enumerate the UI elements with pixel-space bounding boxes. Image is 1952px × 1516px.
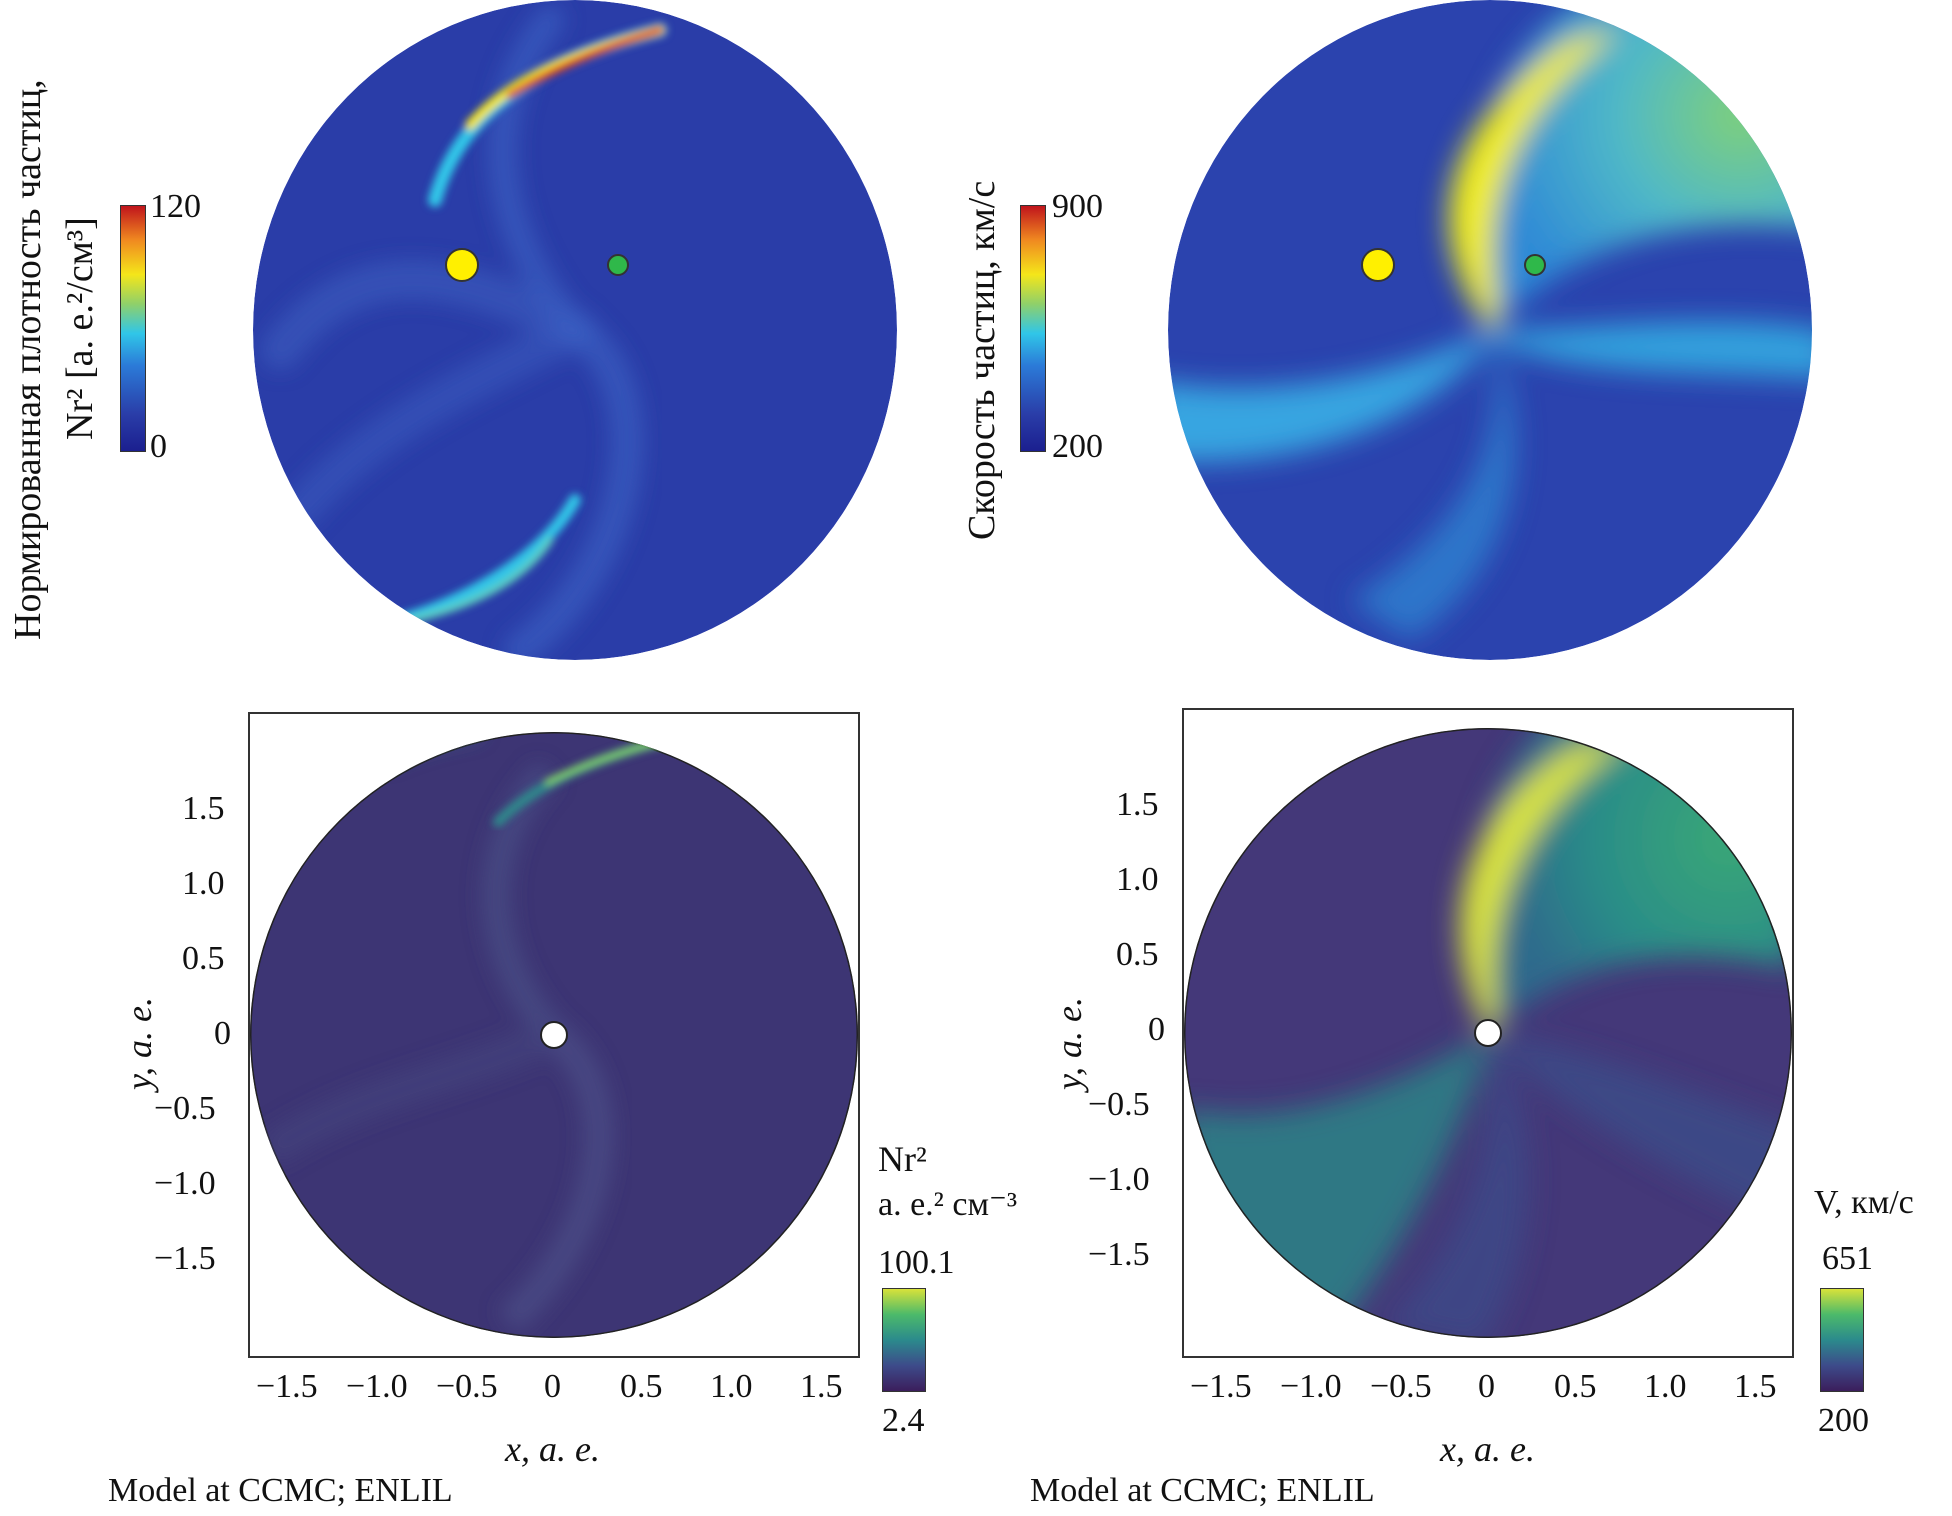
xtick-label: −0.5	[436, 1368, 498, 1405]
sun-marker-speed	[1361, 248, 1395, 282]
panel-bottom-left-density: y, а. е. 1.5 1.0 0.5 0 −	[0, 690, 1017, 1516]
earth-marker	[607, 254, 629, 276]
ylabel-y-au-right-text: y, а. е.	[1049, 997, 1089, 1090]
ytick-label: 1.0	[1116, 861, 1159, 898]
xtick-label: 0.5	[620, 1368, 663, 1405]
colorbar-density-jet	[120, 205, 146, 452]
ytick-label: 1.0	[182, 865, 225, 902]
speed-disk-top	[1168, 0, 1812, 660]
xtick-label: −1.0	[1280, 1368, 1342, 1405]
ytick-label: 1.5	[1116, 786, 1159, 823]
colorbar-nr2-title1: Nr²	[878, 1139, 927, 1179]
xtick-label: 0	[1478, 1368, 1495, 1405]
ylabel-density-line2: Nr² [а. е.²/см³]	[58, 217, 102, 440]
colorbar-speed-max: 900	[1052, 188, 1103, 225]
xtick-label: −1.0	[346, 1368, 408, 1405]
ylabel-speed: Скорость частиц, км/с	[961, 180, 1003, 540]
xlabel-x-au-right: x, а. е.	[1440, 1429, 1535, 1469]
ytick-label: −1.5	[154, 1240, 216, 1277]
ytick-label: −1.0	[1088, 1161, 1150, 1198]
ylabel-y-au-left: y, а. е.	[118, 997, 160, 1090]
ytick-label: −1.0	[154, 1165, 216, 1202]
ylabel-y-au-right: y, а. е.	[1048, 997, 1090, 1090]
colorbar-speed-jet	[1020, 205, 1046, 452]
density-disk-bottom	[250, 732, 858, 1338]
sun-hole-right	[1474, 1019, 1502, 1047]
xtick-label: −1.5	[256, 1368, 318, 1405]
earth-marker-speed	[1524, 254, 1546, 276]
colorbar-v-min: 200	[1818, 1402, 1869, 1439]
ytick-label: 0.5	[1116, 936, 1159, 973]
xtick-label: −1.5	[1190, 1368, 1252, 1405]
ytick-label: 0	[1148, 1011, 1165, 1048]
ytick-label: 0.5	[182, 940, 225, 977]
sun-marker	[445, 248, 479, 282]
speed-disk-bottom	[1184, 728, 1792, 1338]
ytick-label: −0.5	[154, 1090, 216, 1127]
xtick-label: 0	[544, 1368, 561, 1405]
panel-top-left-density: Нормированная плотность частиц, Nr² [а. …	[0, 0, 960, 680]
panel-top-right-speed: Скорость частиц, км/с 900 200	[960, 0, 1952, 680]
colorbar-v-max: 651	[1822, 1240, 1873, 1277]
ytick-label: −1.5	[1088, 1236, 1150, 1273]
credit-left: Model at CCMC; ENLIL	[108, 1472, 453, 1509]
xtick-label: 1.5	[1734, 1368, 1777, 1405]
ytick-label: 0	[214, 1015, 231, 1052]
colorbar-nr2-max: 100.1	[878, 1244, 955, 1281]
xtick-label: −0.5	[1370, 1368, 1432, 1405]
colorbar-nr2-viridis	[882, 1288, 926, 1392]
ylabel-density-line2-text: Nr² [а. е.²/см³]	[59, 217, 101, 440]
colorbar-density-max: 120	[150, 188, 201, 225]
ylabel-density-line1: Нормированная плотность частиц,	[7, 79, 49, 640]
plot-area-density	[248, 712, 860, 1358]
colorbar-v-title: V, км/с	[1814, 1184, 1914, 1221]
ytick-label: 1.5	[182, 790, 225, 827]
sun-hole-left	[540, 1021, 568, 1049]
ylabel-y-au-left-text: y, а. е.	[119, 997, 159, 1090]
xtick-label: 1.5	[800, 1368, 843, 1405]
density-disk-top	[253, 0, 897, 660]
colorbar-v-viridis	[1820, 1288, 1864, 1392]
xlabel-x-au-left: x, а. е.	[505, 1429, 600, 1469]
colorbar-speed-min: 200	[1052, 428, 1103, 465]
xtick-label: 1.0	[710, 1368, 753, 1405]
colorbar-density-min: 0	[150, 428, 167, 465]
credit-right: Model at CCMC; ENLIL	[1030, 1472, 1375, 1509]
colorbar-nr2-min: 2.4	[882, 1402, 925, 1439]
panel-bottom-right-speed: y, а. е. 1.5 1.0	[960, 690, 1952, 1516]
xtick-label: 1.0	[1644, 1368, 1687, 1405]
xtick-label: 0.5	[1554, 1368, 1597, 1405]
plot-area-speed	[1182, 708, 1794, 1358]
colorbar-nr2-title2: а. е.² см⁻³	[878, 1186, 1018, 1223]
ytick-label: −0.5	[1088, 1086, 1150, 1123]
